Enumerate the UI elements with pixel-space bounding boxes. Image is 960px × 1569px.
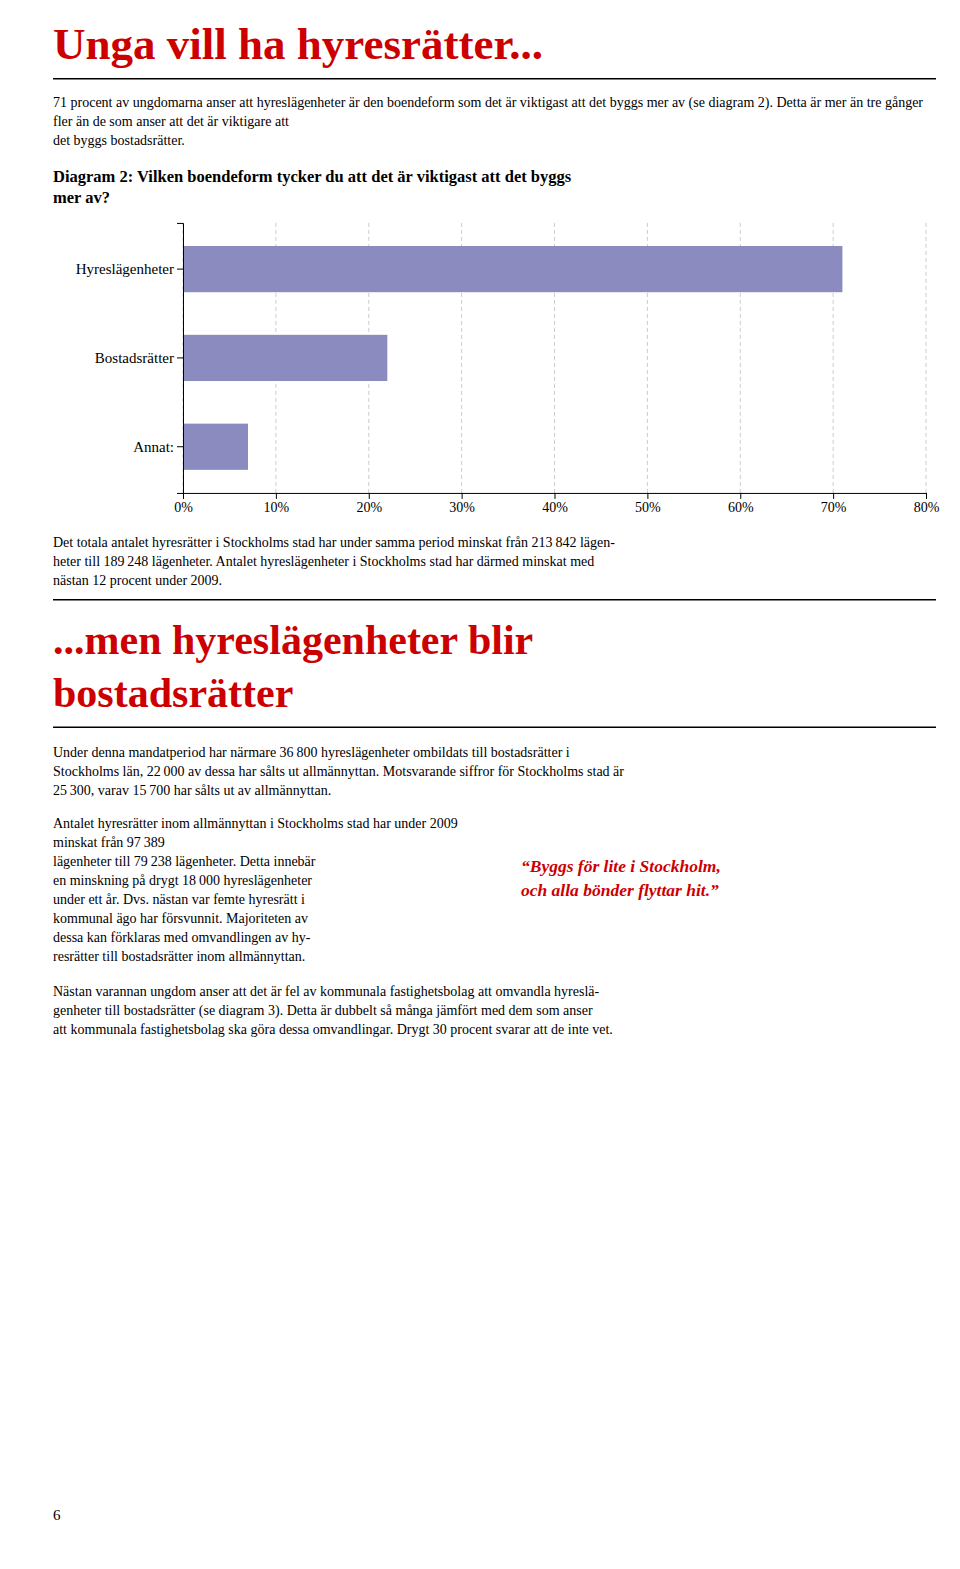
tick: 0% [174,493,193,515]
rule [53,78,936,80]
page-title: Unga vill ha hyresrätter... [53,19,543,69]
tick: 50% [635,493,661,515]
tick-mark [369,493,370,499]
value-axis: 0% 10% 20% 30% 40% 50% 60% 70% 80% [174,493,940,515]
tick-mark [177,357,183,358]
bar [183,246,842,292]
bar [183,424,248,470]
tick-label: 60% [728,500,754,515]
tick-mark [555,493,556,499]
tick-label: 10% [264,500,290,515]
tick: 80% [914,493,940,515]
tick: 40% [542,493,568,515]
paragraph: Nästan varannan ungdom anser att det är … [53,984,613,1037]
tick-label: 50% [635,500,661,515]
grid-line [926,223,927,493]
tick-mark [926,493,927,499]
tick-mark [647,493,648,499]
tick-mark [462,493,463,499]
axis-line [184,493,927,499]
tick-mark [276,493,277,499]
tick-label: 30% [449,500,475,515]
tick: Annat: [133,439,183,455]
tick-mark [177,269,183,270]
paragraph: Antalet hyresrätter inom allmännyttan i … [53,816,458,964]
bar [183,335,387,381]
section-title: ...men hyreslägenheter blir [53,617,533,663]
rule [53,726,936,728]
tick-label: 80% [914,500,940,515]
tick: 60% [728,493,754,515]
paragraph: Under denna mandatperiod har närmare 36 … [53,745,624,798]
tick-label: Annat: [133,439,174,455]
tick-label: 40% [542,500,568,515]
bars [183,246,842,470]
page: Unga vill ha hyresrätter... 71 procent av… [0,0,960,1569]
paragraph: Det totala antalet hyresrätter i Stockho… [53,535,615,588]
page-number: 6 [53,1507,61,1523]
tick-label: Hyreslägenheter [76,261,174,277]
grid [183,223,926,493]
axis-line [177,223,184,493]
quote: “Byggs för lite i Stockholm,och alla bön… [521,856,721,900]
tick: Bostadsrätter [95,350,183,366]
tick-label: 70% [821,500,847,515]
paragraph: 71 procent av ungdomarna anser att hyres… [53,95,923,148]
tick-mark [177,446,183,447]
tick-label: 0% [174,500,193,515]
tick: 30% [449,493,475,515]
tick-mark [740,493,741,499]
tick: 20% [356,493,382,515]
tick: 10% [264,493,290,515]
category-axis: Hyreslägenheter Bostadsrätter Annat: [76,223,184,493]
chart-title: Diagram 2: Vilken boendeform tycker du a… [53,167,572,207]
tick-label: 20% [356,500,382,515]
tick-label: Bostadsrätter [95,350,174,366]
tick: Hyreslägenheter [76,261,183,277]
tick: 70% [821,493,847,515]
rule [53,599,936,601]
chart: 0% 10% 20% 30% 40% 50% 60% 70% 80% Hyreslägenhete… [76,223,940,515]
tick-mark [833,493,834,499]
section-title: bostadsrätter [53,670,293,716]
